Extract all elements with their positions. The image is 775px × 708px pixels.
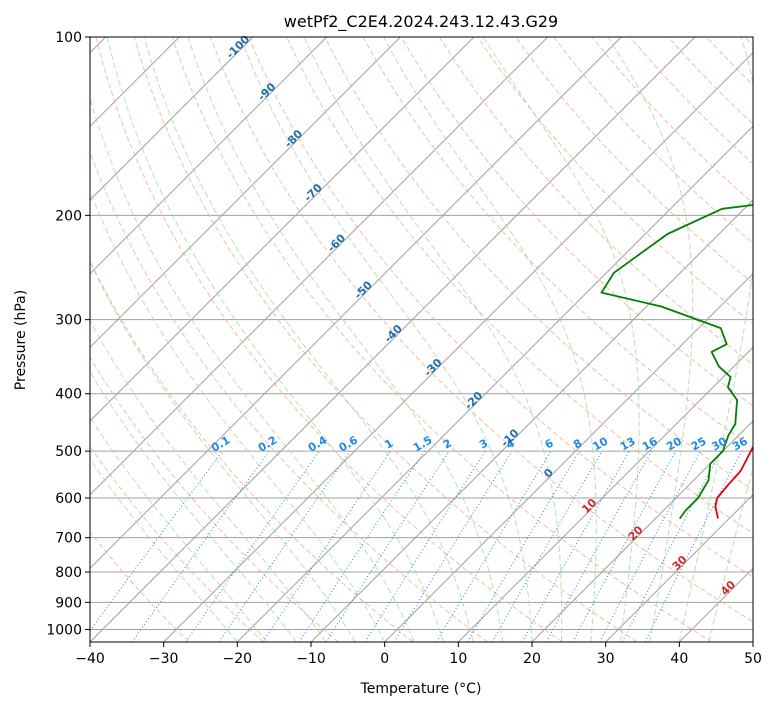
isotherm--20	[236, 125, 753, 642]
dry-adiabat-80	[324, 37, 753, 491]
dry-adiabat-50	[210, 37, 753, 623]
dry-adiabat-0	[90, 259, 414, 642]
background-grid	[90, 37, 753, 642]
series-temperature	[714, 445, 753, 519]
moist-adiabat-16	[187, 37, 503, 642]
x-tick-label: −40	[75, 651, 105, 667]
isotherm--80	[90, 37, 401, 349]
y-tick-label: 1000	[46, 622, 82, 638]
moist-adiabat-4	[90, 96, 415, 642]
x-tick-label: −10	[296, 651, 326, 667]
isotherm--90	[90, 37, 328, 275]
moist-adiabat-36	[607, 37, 694, 642]
mixing-ratio-line-6	[435, 450, 552, 642]
x-axis-label: Temperature (°C)	[360, 681, 482, 697]
dry-adiabat-100	[400, 37, 753, 407]
mixing-ratio-line-3	[364, 450, 486, 642]
y-tick-label: 600	[55, 491, 82, 507]
mixing-ratio-line-16	[545, 450, 653, 642]
mixing-ratio-line-0.4	[185, 450, 320, 642]
moist-adiabat-28	[383, 37, 597, 642]
axes: −40 −30 −20 −10 0 10 20 30 40 50 1000 900 800 700 600 5…	[46, 30, 762, 667]
y-tick-label: 900	[55, 595, 82, 611]
x-tick-label: −20	[223, 651, 253, 667]
mixing-ratio-line-0.2	[131, 450, 270, 642]
dry-adiabat-140	[553, 37, 753, 244]
isotherm--40	[90, 37, 696, 642]
dry-adiabat-120	[477, 37, 753, 325]
y-axis-label: Pressure (hPa)	[13, 290, 29, 390]
chart-title: wetPf2_C2E4.2024.243.12.43.G29	[284, 12, 558, 32]
dry-adiabat-110	[438, 37, 753, 366]
moist-adiabat-24	[303, 37, 563, 642]
dry-adiabat-160	[629, 37, 753, 165]
isotherm-20	[531, 420, 753, 642]
dry-adiabat-90	[362, 37, 753, 449]
moist-adiabat--4	[90, 260, 356, 642]
dry-adiabat-20	[95, 37, 563, 642]
dry-adiabat-60	[248, 37, 753, 578]
dry-adiabat-40	[171, 37, 712, 642]
y-tick-label: 100	[55, 30, 82, 46]
moist-adiabat--16	[90, 416, 268, 642]
moist-adiabat-12	[143, 37, 474, 642]
x-tick-label: 0	[380, 651, 389, 667]
series-dewpoint	[600, 204, 753, 520]
mixing-ratio-line-1	[262, 450, 392, 642]
plot-frame	[89, 36, 754, 643]
profile-series	[600, 204, 753, 520]
isotherm--50	[90, 37, 622, 570]
dry-adiabat--30	[90, 531, 190, 642]
x-tick-label: 40	[670, 651, 688, 667]
mixing-ratio-line-0.6	[218, 450, 351, 642]
moist-adiabat--12	[90, 370, 297, 642]
y-tick-label: 500	[55, 444, 82, 460]
isotherm--60	[90, 37, 549, 496]
mixing-ratio-line-4	[393, 450, 513, 642]
mixing-ratio-line-2	[325, 450, 450, 642]
isotherm-0	[384, 272, 753, 642]
isotherm--70	[90, 37, 475, 422]
x-tick-label: −30	[149, 651, 179, 667]
mixing-ratio-line-1.5	[298, 450, 425, 642]
moist-adiabat-8	[106, 37, 445, 642]
dry-adiabat-30	[133, 37, 638, 642]
mixing-ratio-line-30	[621, 450, 722, 642]
x-tick-label: 30	[597, 651, 615, 667]
y-tick-label: 700	[55, 531, 82, 547]
moist-adiabat-32	[482, 37, 640, 642]
mixing-ratio-line-25	[599, 450, 701, 642]
dry-adiabat--10	[90, 356, 339, 642]
moist-adiabat-0	[90, 189, 386, 642]
mixing-ratio-line-20	[572, 450, 677, 642]
moist-adiabat-20	[239, 37, 533, 642]
y-tick-label: 400	[55, 387, 82, 403]
x-tick-label: 10	[449, 651, 467, 667]
y-tick-label: 200	[55, 208, 82, 224]
moist-adiabat--20	[90, 458, 238, 642]
isotherm-50	[752, 641, 753, 642]
x-tick-label: 50	[744, 651, 762, 667]
isotherm--100	[90, 37, 254, 201]
isotherm-30	[605, 493, 753, 642]
moist-adiabat-40	[678, 37, 753, 642]
isotherm--30	[163, 51, 753, 642]
y-tick-label: 800	[55, 565, 82, 581]
plot-area	[90, 37, 753, 642]
y-tick-label: 300	[55, 313, 82, 329]
x-tick-label: 20	[523, 651, 541, 667]
